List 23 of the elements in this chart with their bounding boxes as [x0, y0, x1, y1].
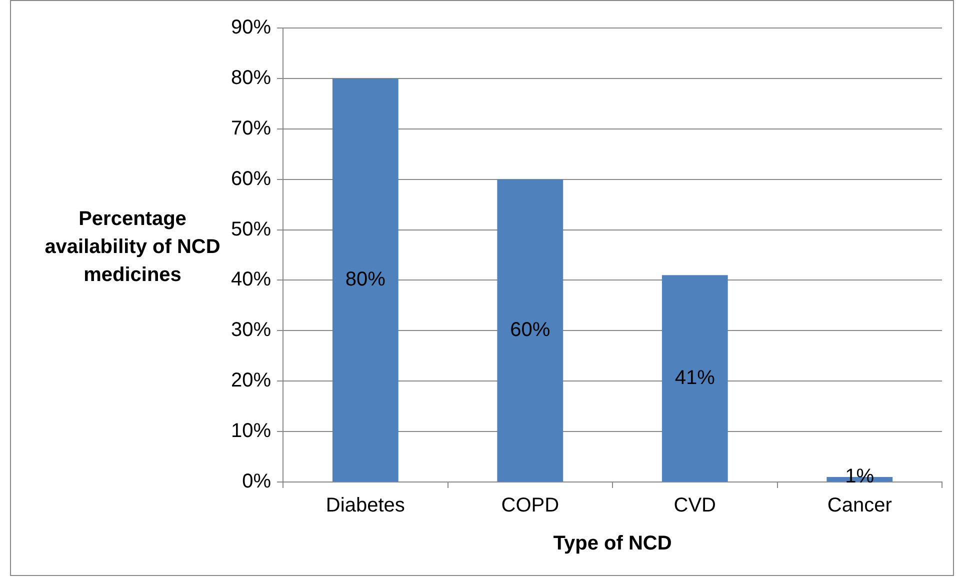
- y-axis-title: Percentage availability of NCD medicines: [44, 207, 222, 288]
- y-tick-label: 90%: [231, 16, 272, 39]
- data-label: 1%: [845, 465, 874, 488]
- y-tick-label: 80%: [231, 66, 272, 89]
- y-tick-label: 60%: [231, 168, 272, 190]
- data-label: 41%: [674, 366, 716, 389]
- bar: [662, 275, 728, 482]
- y-tick-label: 30%: [231, 319, 272, 342]
- x-tick-label: Diabetes: [326, 494, 405, 517]
- y-tick-label: 10%: [231, 420, 272, 442]
- x-axis-title: Type of NCD: [553, 532, 672, 555]
- y-tick-label: 20%: [231, 370, 272, 392]
- x-tick-label: CVD: [674, 494, 716, 517]
- y-tick-label: 0%: [242, 470, 272, 493]
- data-label: 80%: [345, 268, 386, 290]
- data-label: 60%: [510, 318, 550, 341]
- bar: [332, 78, 398, 482]
- y-tick-label: 50%: [231, 218, 272, 240]
- x-tick-label: Cancer: [827, 494, 892, 517]
- bar: [497, 179, 564, 482]
- y-tick-label: 70%: [231, 117, 272, 140]
- x-tick-label: COPD: [501, 494, 560, 517]
- y-tick-label: 40%: [231, 268, 272, 291]
